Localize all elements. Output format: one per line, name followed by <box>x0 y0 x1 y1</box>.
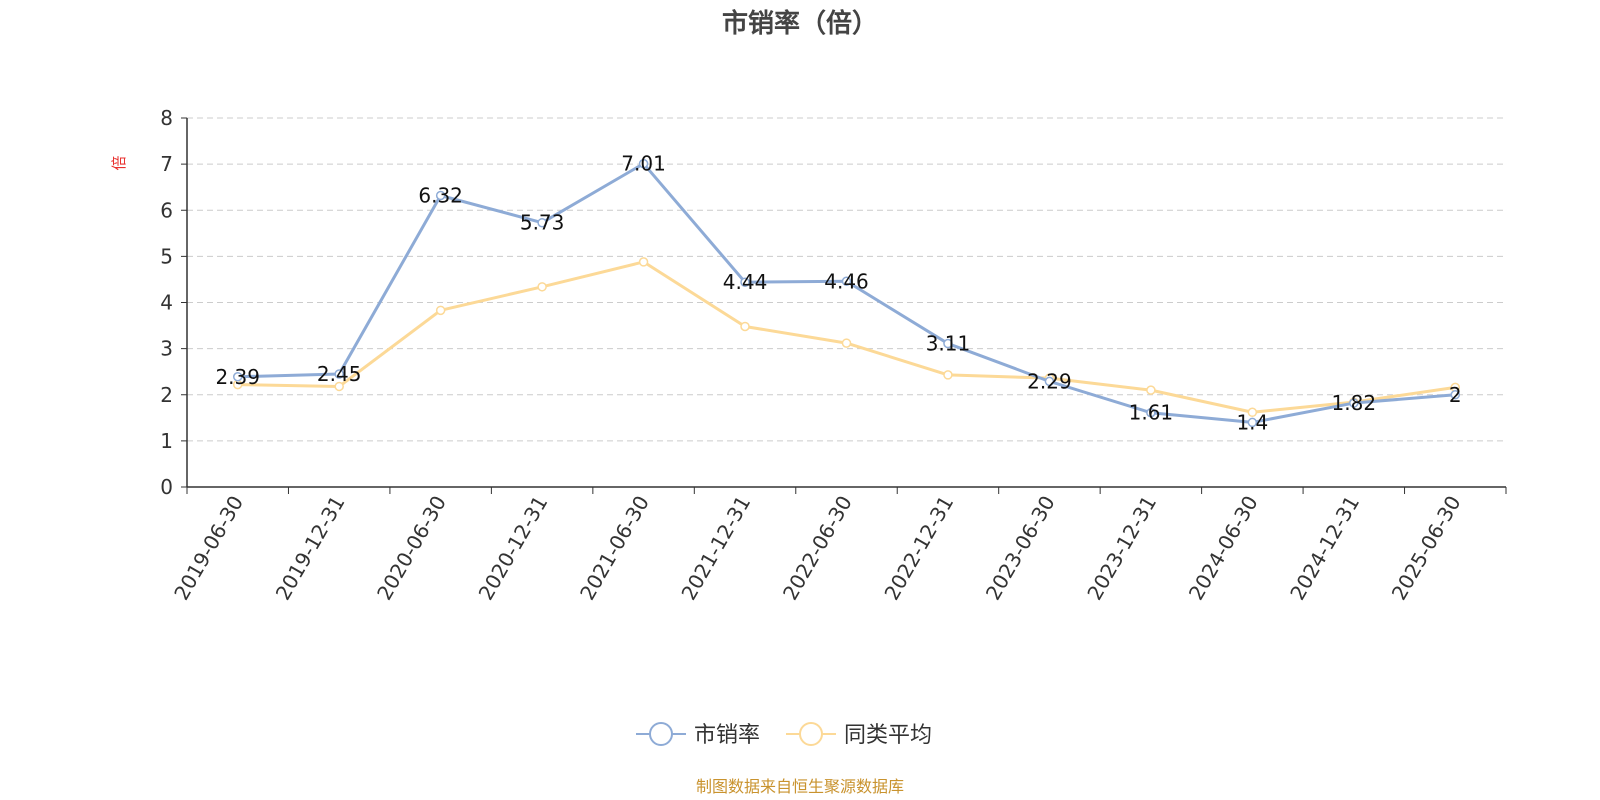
data-point <box>740 321 750 332</box>
axes: 0 1 2 3 4 5 6 7 8 2019-06-30 2019-12-31 2020-06-30 2… <box>160 106 1507 605</box>
data-point <box>334 381 344 392</box>
x-tick-label: 2021-12-31 <box>676 492 755 605</box>
data-label: 2 <box>1449 383 1462 407</box>
legend: 市销率 同类平均 <box>636 722 932 748</box>
y-tick-label: 5 <box>160 244 173 268</box>
data-label: 5.73 <box>520 211 565 235</box>
data-point <box>1349 398 1359 408</box>
data-point <box>1247 417 1258 428</box>
data-label: 3.11 <box>926 332 971 356</box>
data-label: 4.46 <box>824 269 869 293</box>
data-label: 1.61 <box>1129 401 1174 425</box>
x-tick-label: 2023-12-31 <box>1082 492 1161 605</box>
data-point <box>1044 376 1055 387</box>
y-tick-label: 1 <box>160 429 173 453</box>
legend-label: 市销率 <box>694 723 760 748</box>
x-tick-label: 2023-06-30 <box>981 492 1060 605</box>
x-tick-label: 2024-06-30 <box>1184 492 1263 605</box>
x-tick-label: 2019-06-30 <box>169 492 248 605</box>
x-tick-label: 2019-12-31 <box>271 492 350 605</box>
data-labels: 2.39 2.45 6.32 5.73 7.01 4.44 4.46 3.11 2.29 1.61… <box>215 152 1461 435</box>
data-point <box>740 277 750 287</box>
y-tick-label: 0 <box>160 475 173 499</box>
data-label: 1.4 <box>1236 410 1268 434</box>
x-tick-label: 2022-12-31 <box>879 492 958 605</box>
x-tick-label: 2022-06-30 <box>778 492 857 605</box>
data-label: 2.29 <box>1027 369 1072 393</box>
y-axis-label: 倍 <box>110 155 128 170</box>
x-tick-label: 2020-06-30 <box>372 491 451 604</box>
data-point <box>841 276 852 287</box>
legend-marker <box>649 722 673 746</box>
data-point <box>1146 385 1156 395</box>
data-label: 6.32 <box>418 183 463 207</box>
data-label: 1.82 <box>1332 391 1377 415</box>
legend-marker <box>799 722 823 746</box>
data-point <box>537 217 547 228</box>
data-point <box>1146 407 1156 418</box>
data-point <box>435 305 446 316</box>
x-tick-label: 2025-06-30 <box>1387 492 1466 605</box>
data-label: 7.01 <box>621 152 666 176</box>
y-tick-label: 7 <box>160 152 173 176</box>
y-tick-label: 2 <box>160 383 173 407</box>
data-point <box>1450 390 1461 400</box>
y-tick-label: 8 <box>160 106 173 130</box>
legend-label: 同类平均 <box>844 723 932 748</box>
data-point <box>1247 407 1258 418</box>
data-point <box>638 257 649 267</box>
data-label: 2.39 <box>215 365 260 389</box>
data-point <box>841 338 852 348</box>
y-tick-label: 3 <box>160 337 173 361</box>
chart-title: 市销率（倍） <box>722 8 878 39</box>
source-note: 制图数据来自恒生聚源数据库 <box>696 777 904 796</box>
data-label: 2.45 <box>317 362 362 386</box>
data-point <box>334 369 344 379</box>
series-layer <box>232 158 1461 428</box>
x-tick-label: 2021-06-30 <box>575 492 654 605</box>
x-tick-label: 2020-12-31 <box>474 492 553 605</box>
y-tick-label: 6 <box>160 198 173 222</box>
y-tick-label: 4 <box>160 291 173 315</box>
data-point <box>943 338 953 349</box>
data-point <box>537 282 547 292</box>
data-point <box>232 372 243 382</box>
data-label: 4.44 <box>723 270 768 294</box>
data-point <box>435 190 446 201</box>
data-point <box>638 158 649 169</box>
x-tick-label: 2024-12-31 <box>1285 492 1364 605</box>
data-point <box>943 370 953 380</box>
